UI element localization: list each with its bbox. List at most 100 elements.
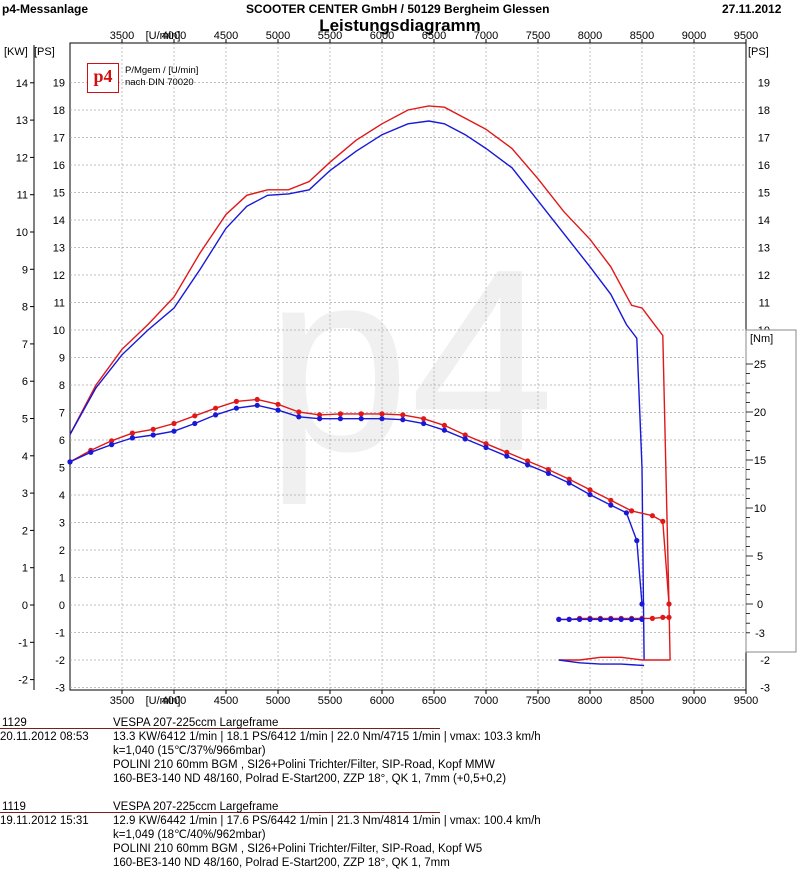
data-point-1129 [566, 476, 572, 482]
x-tick-label-bottom: 4000 [162, 695, 186, 707]
ps-left-tick-label: 7 [59, 408, 65, 420]
watermark-text: p4 [265, 216, 554, 507]
data-point-1129 [109, 438, 115, 444]
kw-tick-label: 10 [16, 227, 28, 239]
data-point-1119 [629, 616, 635, 623]
kw-axis-label: [KW] [4, 46, 28, 58]
data-point-1129 [192, 413, 198, 419]
nm-tick-label: 25 [754, 359, 766, 371]
ps-left-tick-label: -2 [55, 655, 65, 667]
run-setup: POLINI 210 60mm BGM , SI26+Polini Tricht… [113, 759, 495, 771]
ps-left-tick-label: 19 [53, 78, 65, 90]
x-tick-label-bottom: 8500 [630, 695, 654, 707]
ps-left-tick-label: 10 [53, 325, 65, 337]
ps-right-tick-label: 12 [758, 270, 770, 282]
data-point-1119 [400, 417, 406, 423]
ps-right-tick-label: 15 [758, 188, 770, 200]
nm-axis-label: [Nm] [750, 333, 773, 345]
data-point-1129 [400, 412, 406, 418]
ps-right-tick-label: -3 [760, 683, 770, 695]
data-point-1119 [213, 412, 219, 418]
run-setup: POLINI 210 60mm BGM , SI26+Polini Tricht… [113, 843, 483, 855]
ps-right-tick-label: 19 [758, 78, 770, 90]
kw-tick-label: 7 [22, 339, 28, 351]
run-block-1119: 1119 19.11.2012 15:31 VESPA 207-225ccm L… [0, 800, 800, 874]
ps-left-tick-label: 15 [53, 188, 65, 200]
x-tick-label-top: 8500 [630, 30, 654, 42]
data-point-1119 [566, 480, 572, 486]
chart-title: Leistungsdiagramm [319, 16, 481, 35]
run-date: 19.11.2012 15:31 [0, 815, 89, 827]
data-point-1129 [545, 467, 552, 473]
run-vehicle: VESPA 207-225ccm Largeframe [113, 801, 279, 813]
ps-right-tick-label: 13 [758, 243, 770, 255]
power-torque-chart: p435003500400040004500450050005000550055… [4, 30, 797, 707]
data-point-1129 [649, 615, 656, 622]
series-line-1129-rolldown_ps [558, 656, 671, 661]
data-point-1119 [192, 420, 198, 427]
x-tick-label-bottom: 9500 [734, 695, 758, 707]
ps-left-tick-label: 18 [53, 105, 65, 117]
data-point-1119 [639, 601, 645, 607]
ps-left-tick-label: 8 [59, 380, 65, 392]
data-point-1119 [556, 616, 562, 623]
x-axis-label-bottom: [U/min] [146, 695, 181, 707]
data-point-1129 [441, 422, 447, 428]
nm-tick-label: -3 [755, 628, 765, 640]
data-point-1119 [358, 416, 364, 422]
data-point-1129 [660, 614, 666, 621]
nm-axis-box [745, 329, 797, 653]
data-point-1129 [296, 409, 302, 415]
data-point-1129 [525, 458, 531, 464]
data-point-1119 [608, 616, 614, 623]
data-point-1129 [213, 405, 219, 411]
ps-left-tick-label: 16 [53, 160, 65, 172]
data-point-1119 [67, 459, 73, 465]
x-tick-label-top: 7500 [526, 30, 550, 42]
data-point-1119 [150, 432, 156, 438]
ps-left-tick-label: 12 [53, 270, 65, 282]
ps-right-axis-label: [PS] [748, 46, 769, 58]
data-point-1119 [421, 420, 427, 427]
x-axis-label-top: [U/min] [146, 30, 181, 42]
data-point-1129 [483, 441, 489, 447]
data-point-1129 [233, 398, 239, 404]
data-point-1119 [171, 428, 177, 434]
x-tick-label-top: 4500 [214, 30, 238, 42]
data-point-1119 [618, 616, 624, 623]
header-date: 27.11.2012 [722, 2, 782, 16]
ps-right-tick-label: 11 [759, 298, 770, 310]
data-point-1129 [608, 497, 614, 503]
kw-tick-label: 9 [22, 264, 28, 276]
ps-right-tick-label: 17 [758, 133, 770, 145]
data-point-1119 [483, 444, 489, 451]
series-line-1119-rolldown_ps [558, 659, 645, 667]
nm-tick-label: 0 [757, 599, 763, 611]
data-point-1129 [379, 411, 385, 417]
run-correction: k=1,049 (18℃/40%/962mbar) [113, 829, 266, 841]
data-point-1119 [296, 414, 302, 420]
ps-left-tick-label: -1 [55, 628, 65, 640]
run-id: 1119 [2, 801, 26, 813]
data-point-1119 [587, 492, 593, 498]
run-date: 20.11.2012 08:53 [0, 731, 89, 743]
run-correction: k=1,040 (15℃/37%/966mbar) [113, 745, 266, 757]
data-point-1129 [649, 513, 656, 519]
legend-norm-label: nach DIN 70020 [125, 77, 194, 88]
x-tick-label-top: 9500 [734, 30, 758, 42]
x-tick-label-bottom: 9000 [682, 695, 706, 707]
x-tick-label-bottom: 8000 [578, 695, 602, 707]
kw-tick-label: 5 [22, 414, 28, 426]
header-left: p4-Messanlage [2, 2, 89, 16]
data-point-1129 [629, 508, 635, 514]
nm-tick-label: 20 [754, 407, 766, 419]
ps-left-tick-label: 5 [59, 463, 65, 475]
run-block-1129: 1129 20.11.2012 08:53 VESPA 207-225ccm L… [0, 716, 800, 790]
ps-left-tick-label: 4 [59, 490, 65, 502]
data-point-1129 [358, 411, 364, 417]
data-point-1119 [634, 538, 640, 544]
x-tick-label-bottom: 5000 [266, 695, 290, 707]
data-point-1119 [545, 470, 552, 476]
kw-tick-label: 2 [22, 525, 28, 537]
ps-left-tick-label: 17 [53, 133, 65, 145]
